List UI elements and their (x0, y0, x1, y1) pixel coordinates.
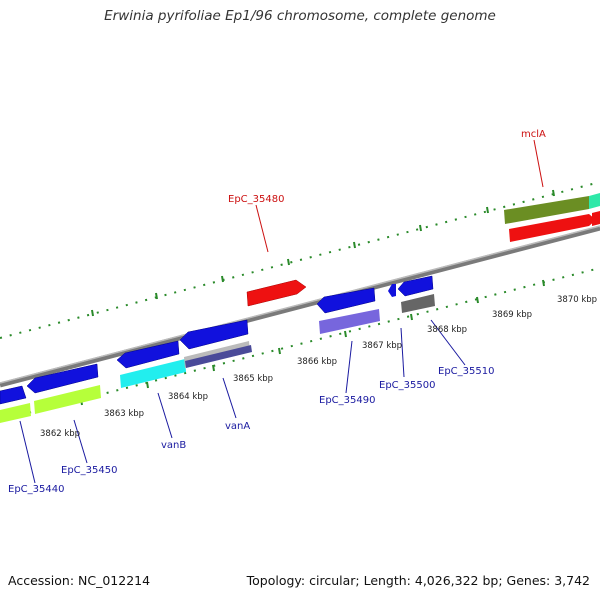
feature-lavender[interactable] (319, 309, 380, 334)
feature-lime-2[interactable] (34, 385, 101, 414)
gene-mclA[interactable] (509, 214, 596, 242)
tick-label-3866: 3866 kbp (297, 357, 337, 367)
gene-EpC_35440-arrow[interactable] (0, 385, 27, 405)
accession-text: Accession: NC_012214 (8, 573, 151, 588)
gene-EpC_35490-arrow[interactable] (316, 287, 376, 314)
chromosome-backbone (0, 225, 600, 388)
tick-label-3862: 3862 kbp (40, 429, 80, 439)
gene-vanA-arrow[interactable] (179, 319, 249, 350)
gene-label-EpC_35450[interactable]: EpC_35450 (61, 465, 117, 476)
label-leaders (19, 139, 544, 484)
feature-lime-1[interactable] (0, 403, 31, 423)
feature-cyan[interactable] (120, 359, 186, 388)
page-title: Erwinia pyrifoliae Ep1/96 chromosome, co… (104, 8, 496, 24)
tick-label-3870: 3870 kbp (557, 295, 597, 305)
gene-label-mclA[interactable]: mclA (521, 129, 546, 140)
tick-label-3868: 3868 kbp (427, 325, 467, 335)
gene-label-EpC_35490[interactable]: EpC_35490 (319, 395, 375, 406)
tick-label-3863: 3863 kbp (104, 409, 144, 419)
gene-EpC_35450-arrow[interactable] (26, 363, 99, 394)
gene-label-EpC_35510[interactable]: EpC_35510 (438, 366, 494, 377)
gene-label-EpC_35440[interactable]: EpC_35440 (8, 484, 64, 495)
gene-EpC_35500-arrow[interactable] (388, 284, 396, 297)
feature-slate[interactable] (185, 345, 252, 368)
tick-label-3869: 3869 kbp (492, 310, 532, 320)
tick-label-3865: 3865 kbp (233, 374, 273, 384)
lower-major-ticks (80, 279, 545, 406)
gene-label-EpC_35480[interactable]: EpC_35480 (228, 194, 284, 205)
gene-mclA-top[interactable] (504, 196, 589, 224)
tick-label-3867: 3867 kbp (362, 341, 402, 351)
gene-label-vanB[interactable]: vanB (161, 440, 186, 451)
feature-row2 (0, 294, 435, 423)
gene-label-vanA[interactable]: vanA (225, 421, 250, 432)
forward-strand-genes (246, 193, 600, 307)
chromosome-backbone-highlight (0, 225, 600, 384)
tick-label-3864: 3864 kbp (168, 392, 208, 402)
gene-red-edge[interactable] (592, 211, 600, 226)
reverse-strand-genes-row1 (0, 275, 434, 405)
gene-EpC_35510-arrow[interactable] (397, 275, 434, 297)
gene-EpC_35480[interactable] (246, 279, 307, 307)
upper-major-ticks (91, 189, 555, 317)
genome-stats-text: Topology: circular; Length: 4,026,322 bp… (246, 573, 590, 588)
feature-gray[interactable] (401, 294, 435, 313)
gene-teal-edge[interactable] (589, 193, 600, 209)
gene-label-EpC_35500[interactable]: EpC_35500 (379, 380, 435, 391)
gene-vanB-arrow[interactable] (116, 340, 180, 369)
